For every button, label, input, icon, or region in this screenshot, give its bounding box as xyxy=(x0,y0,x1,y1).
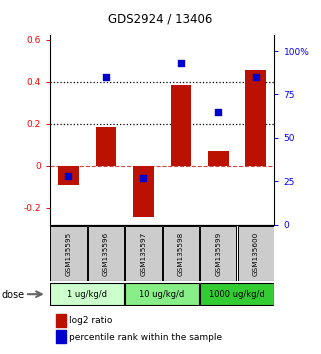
Bar xyxy=(200,283,274,305)
Bar xyxy=(200,226,237,281)
Bar xyxy=(208,151,229,166)
Text: 1000 ug/kg/d: 1000 ug/kg/d xyxy=(209,290,265,299)
Text: log2 ratio: log2 ratio xyxy=(69,316,112,325)
Point xyxy=(141,175,146,181)
Bar xyxy=(163,226,199,281)
Bar xyxy=(58,166,79,185)
Bar xyxy=(170,85,191,166)
Point xyxy=(178,61,183,66)
Text: 10 ug/kg/d: 10 ug/kg/d xyxy=(140,290,185,299)
Text: GSM135598: GSM135598 xyxy=(178,232,184,275)
Bar xyxy=(125,283,199,305)
Text: GSM135596: GSM135596 xyxy=(103,232,109,275)
Point xyxy=(216,109,221,115)
Text: dose: dose xyxy=(2,290,25,299)
Bar xyxy=(246,70,266,166)
Point xyxy=(253,74,258,80)
Bar xyxy=(88,226,124,281)
Text: GSM135597: GSM135597 xyxy=(140,232,146,275)
Bar xyxy=(238,226,274,281)
Text: percentile rank within the sample: percentile rank within the sample xyxy=(69,332,222,342)
Text: GDS2924 / 13406: GDS2924 / 13406 xyxy=(108,12,213,25)
Bar xyxy=(96,127,116,166)
Text: GSM135595: GSM135595 xyxy=(65,232,72,275)
Text: GSM135600: GSM135600 xyxy=(253,232,259,275)
Bar xyxy=(133,166,154,217)
Point xyxy=(103,74,108,80)
Bar xyxy=(50,283,124,305)
Text: 1 ug/kg/d: 1 ug/kg/d xyxy=(67,290,107,299)
Bar xyxy=(125,226,161,281)
Text: GSM135599: GSM135599 xyxy=(215,232,221,275)
Bar xyxy=(50,226,87,281)
Point xyxy=(66,173,71,179)
